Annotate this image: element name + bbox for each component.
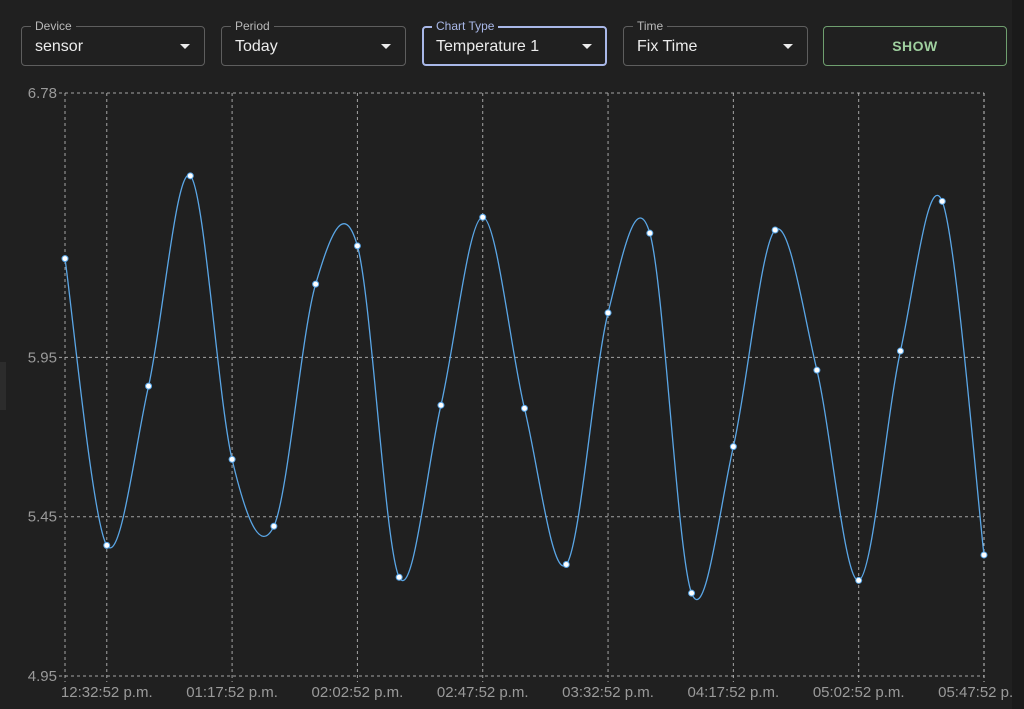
data-point bbox=[61, 255, 69, 263]
chevron-down-icon[interactable] bbox=[381, 44, 391, 49]
data-point bbox=[896, 347, 904, 355]
data-point bbox=[646, 229, 654, 237]
y-tick-label: 5.95 bbox=[28, 349, 57, 366]
period-select-value: Today bbox=[235, 38, 278, 55]
data-point bbox=[688, 589, 696, 597]
x-tick-label: 02:47:52 p.m. bbox=[437, 684, 529, 701]
x-tick-label: 03:32:52 p.m. bbox=[562, 684, 654, 701]
period-select-label: Period bbox=[231, 19, 274, 33]
x-tick-label: 05:02:52 p.m. bbox=[813, 684, 905, 701]
period-select[interactable]: Period Today bbox=[221, 19, 406, 66]
data-point bbox=[604, 309, 612, 317]
data-point bbox=[103, 541, 111, 549]
data-point bbox=[312, 280, 320, 288]
y-tick-label: 4.95 bbox=[28, 668, 57, 685]
data-point bbox=[980, 551, 988, 559]
x-tick-label: 02:02:52 p.m. bbox=[312, 684, 404, 701]
chart-type-select[interactable]: Chart Type Temperature 1 bbox=[422, 19, 607, 66]
data-point bbox=[771, 226, 779, 234]
y-tick-label: 6.78 bbox=[28, 85, 57, 102]
data-point bbox=[562, 560, 570, 568]
data-point bbox=[521, 404, 528, 412]
series-line bbox=[64, 174, 985, 601]
scrollbar-track[interactable] bbox=[1012, 0, 1024, 709]
data-point bbox=[729, 443, 737, 451]
time-select-value: Fix Time bbox=[637, 38, 698, 55]
data-point bbox=[437, 401, 445, 409]
data-point bbox=[855, 576, 863, 584]
device-select-label: Device bbox=[31, 19, 76, 33]
side-drawer-edge[interactable] bbox=[0, 362, 6, 410]
x-tick-label: 01:17:52 p.m. bbox=[186, 684, 278, 701]
data-point bbox=[145, 382, 153, 390]
chevron-down-icon[interactable] bbox=[783, 44, 793, 49]
data-point bbox=[186, 172, 194, 180]
device-select[interactable]: Device sensor bbox=[21, 19, 205, 66]
data-point bbox=[270, 522, 278, 530]
data-point bbox=[813, 366, 821, 374]
data-point bbox=[228, 455, 236, 463]
data-point bbox=[938, 197, 946, 205]
x-tick-label: 05:47:52 p.m. bbox=[938, 684, 1012, 701]
x-tick-label: 12:32:52 p.m. bbox=[61, 684, 153, 701]
data-point bbox=[395, 573, 403, 581]
x-tick-label: 04:17:52 p.m. bbox=[687, 684, 779, 701]
data-point bbox=[353, 242, 361, 250]
filter-toolbar: Device sensor Period Today Chart Type Te… bbox=[0, 0, 1024, 80]
chevron-down-icon[interactable] bbox=[582, 44, 592, 49]
time-select[interactable]: Time Fix Time bbox=[623, 19, 808, 66]
time-select-label: Time bbox=[633, 19, 668, 33]
temperature-line-chart: 4.95 5.45 5.95 6.78 12:32:52 p.m. 01:17:52 p.… bbox=[28, 85, 1012, 701]
show-button[interactable]: SHOW bbox=[823, 26, 1007, 66]
device-select-value: sensor bbox=[35, 38, 84, 55]
data-point bbox=[479, 213, 487, 221]
chevron-down-icon[interactable] bbox=[180, 44, 190, 49]
chart-type-select-label: Chart Type bbox=[432, 19, 499, 33]
chart-type-select-value: Temperature 1 bbox=[436, 38, 540, 55]
y-tick-label: 5.45 bbox=[28, 509, 57, 526]
